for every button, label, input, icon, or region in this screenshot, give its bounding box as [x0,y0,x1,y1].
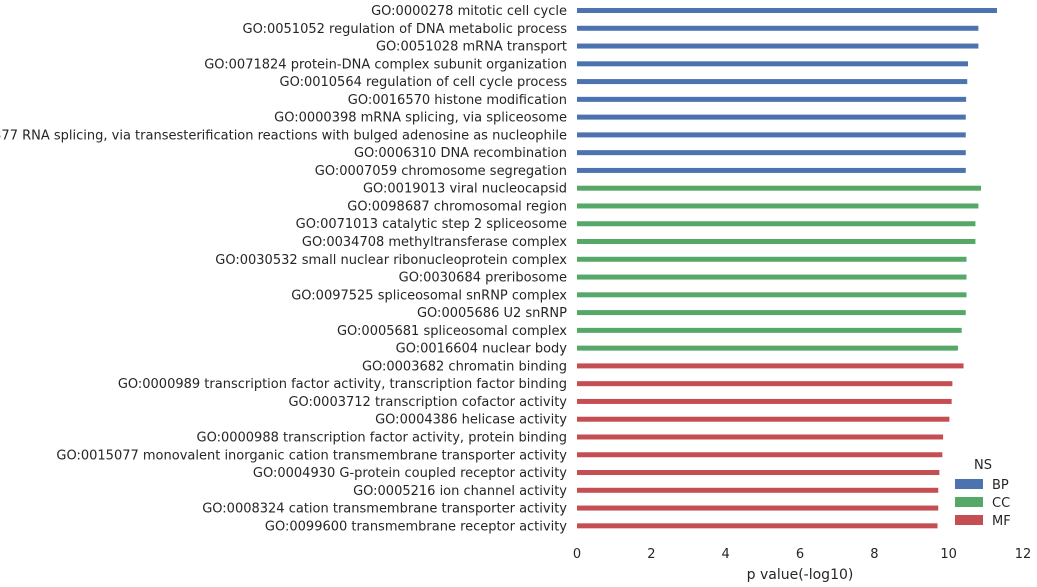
category-label: GO:0071013 catalytic step 2 spliceosome [296,217,567,232]
bar-cc [577,327,962,333]
bar-mf [577,416,950,422]
x-tick-label: 4 [722,547,730,562]
bar-cc [577,203,979,209]
category-label: GO:0071824 protein-DNA complex subunit o… [204,57,567,72]
x-tick-label: 10 [940,547,957,562]
category-labels: GO:0000278 mitotic cell cycle GO:0051052 … [0,4,567,534]
category-label: GO:0098687 chromosomal region [347,199,567,214]
legend-title: NS [974,458,992,473]
bar-mf [577,487,939,493]
category-label: GO:0005216 ion channel activity [353,484,567,499]
bar-cc [577,274,967,280]
legend-label-bp: BP [992,478,1009,493]
bar-mf [577,470,940,476]
x-tick-label: 8 [870,547,878,562]
bar-mf [577,434,944,440]
bar-cc [577,239,976,245]
category-label: GO:0016604 nuclear body [396,342,568,357]
category-label: GO:0000989 transcription factor activity… [118,377,567,392]
bar-mf [577,363,964,369]
bar-bp [577,43,979,49]
bar-cc [577,292,967,298]
bar-mf [577,505,939,511]
category-label: GO:0005686 U2 snRNP [417,306,567,321]
x-tick-label: 12 [1015,547,1032,562]
category-label: GO:0019013 viral nucleocapsid [363,182,567,197]
bar-bp [577,96,967,102]
bar-mf [577,452,943,458]
category-label: GO:0030532 small nuclear ribonucleoprote… [215,253,567,268]
bar-cc [577,310,966,316]
x-tick-label: 0 [573,547,581,562]
bar-bp [577,132,966,138]
category-label: GO:0006310 DNA recombination [354,146,567,161]
category-label: GO:0008324 cation transmembrane transpor… [202,502,567,517]
x-tick-label: 2 [647,547,655,562]
legend-swatch-cc [955,497,983,507]
category-label: GO:0007059 chromosome segregation [315,164,567,179]
bar-mf [577,523,938,529]
bar-cc [577,345,958,351]
category-label: GO:0003682 chromatin binding [362,359,567,374]
bar-mf [577,381,953,387]
bars-layer [577,8,997,529]
category-label: GO:0004930 G-protein coupled receptor ac… [253,466,567,481]
legend-swatch-bp [955,479,983,489]
bar-bp [577,167,966,173]
x-axis-title: p value(-log10) [747,567,854,583]
category-label: GO:0099600 transmembrane receptor activi… [265,519,567,534]
bar-bp [577,61,968,67]
category-label: GO:0003712 transcription cofactor activi… [288,395,567,410]
category-label: GO:0000278 mitotic cell cycle [371,4,567,19]
category-label: GO:0097525 spliceosomal snRNP complex [291,288,567,303]
category-label: GO:0051028 mRNA transport [376,40,567,55]
x-axis-ticks: 0 2 4 6 8 10 12 [573,547,1031,562]
category-label: GO:0000398 mRNA splicing, via spliceosom… [274,111,567,126]
bar-bp [577,114,966,120]
category-label: GO:0004386 helicase activity [375,413,567,428]
category-label: GO:0005681 spliceosomal complex [337,324,567,339]
category-label: GO:0034708 methyltransferase complex [302,235,567,250]
bar-cc [577,221,976,227]
legend-label-mf: MF [992,514,1011,529]
legend-swatch-mf [955,515,983,525]
bar-bp [577,150,966,156]
category-label: GO:0000377 RNA splicing, via transesteri… [0,128,567,143]
legend-label-cc: CC [992,496,1010,511]
bar-cc [577,256,967,262]
x-tick-label: 6 [796,547,804,562]
category-label: GO:0015077 monovalent inorganic cation t… [56,448,567,463]
bar-bp [577,79,968,85]
category-label: GO:0016570 histone modification [348,93,567,108]
category-label: GO:0010564 regulation of cell cycle proc… [280,75,568,90]
legend: NS BP CC MF [955,458,1011,529]
bar-bp [577,25,979,31]
category-label: GO:0051052 regulation of DNA metabolic p… [243,22,568,37]
bar-bp [577,8,997,13]
category-label: GO:0000988 transcription factor activity… [197,430,568,445]
legend-entries: BP CC MF [955,478,1011,529]
bar-cc [577,185,982,191]
bar-mf [577,398,952,404]
category-label: GO:0030684 preribosome [399,271,567,286]
